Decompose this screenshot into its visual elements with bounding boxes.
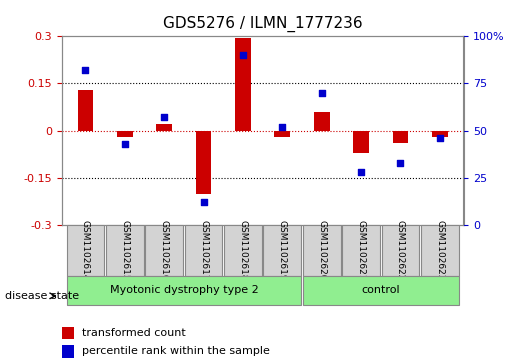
Bar bbox=[353, 131, 369, 153]
Text: GSM1102623: GSM1102623 bbox=[435, 220, 444, 281]
FancyBboxPatch shape bbox=[421, 225, 459, 276]
Text: percentile rank within the sample: percentile rank within the sample bbox=[82, 346, 270, 356]
Bar bbox=[62, 327, 74, 339]
Text: GSM1102614: GSM1102614 bbox=[81, 220, 90, 281]
Bar bbox=[235, 38, 251, 131]
Point bbox=[436, 135, 444, 141]
Bar bbox=[196, 131, 212, 193]
Text: GSM1102615: GSM1102615 bbox=[121, 220, 129, 281]
Bar bbox=[392, 131, 408, 143]
Point bbox=[278, 124, 286, 130]
Point bbox=[397, 160, 405, 166]
FancyBboxPatch shape bbox=[145, 225, 183, 276]
FancyBboxPatch shape bbox=[264, 225, 301, 276]
Text: GSM1102620: GSM1102620 bbox=[317, 220, 326, 281]
FancyBboxPatch shape bbox=[303, 225, 340, 276]
Point bbox=[239, 52, 247, 58]
Text: Myotonic dystrophy type 2: Myotonic dystrophy type 2 bbox=[110, 285, 258, 295]
FancyBboxPatch shape bbox=[224, 225, 262, 276]
Text: control: control bbox=[362, 285, 400, 295]
Text: GSM1102622: GSM1102622 bbox=[396, 220, 405, 281]
Bar bbox=[274, 131, 290, 137]
Bar bbox=[78, 90, 93, 131]
FancyBboxPatch shape bbox=[303, 276, 459, 305]
Bar bbox=[62, 345, 74, 358]
Point bbox=[121, 141, 129, 147]
Text: GSM1102616: GSM1102616 bbox=[160, 220, 169, 281]
Bar bbox=[314, 112, 330, 131]
Text: GSM1102621: GSM1102621 bbox=[356, 220, 366, 281]
Point bbox=[357, 169, 365, 175]
Point bbox=[160, 115, 168, 121]
Bar bbox=[117, 131, 133, 137]
FancyBboxPatch shape bbox=[382, 225, 419, 276]
FancyBboxPatch shape bbox=[342, 225, 380, 276]
FancyBboxPatch shape bbox=[66, 225, 105, 276]
Title: GDS5276 / ILMN_1777236: GDS5276 / ILMN_1777236 bbox=[163, 16, 363, 32]
Text: disease state: disease state bbox=[5, 291, 79, 301]
Text: GSM1102617: GSM1102617 bbox=[199, 220, 208, 281]
FancyBboxPatch shape bbox=[185, 225, 222, 276]
Bar bbox=[157, 125, 172, 131]
Point bbox=[81, 68, 90, 73]
Text: GSM1102618: GSM1102618 bbox=[238, 220, 248, 281]
Point bbox=[318, 90, 326, 96]
Point bbox=[199, 200, 208, 205]
FancyBboxPatch shape bbox=[106, 225, 144, 276]
Text: transformed count: transformed count bbox=[82, 328, 185, 338]
FancyBboxPatch shape bbox=[66, 276, 301, 305]
Bar bbox=[432, 131, 448, 137]
Text: GSM1102619: GSM1102619 bbox=[278, 220, 287, 281]
